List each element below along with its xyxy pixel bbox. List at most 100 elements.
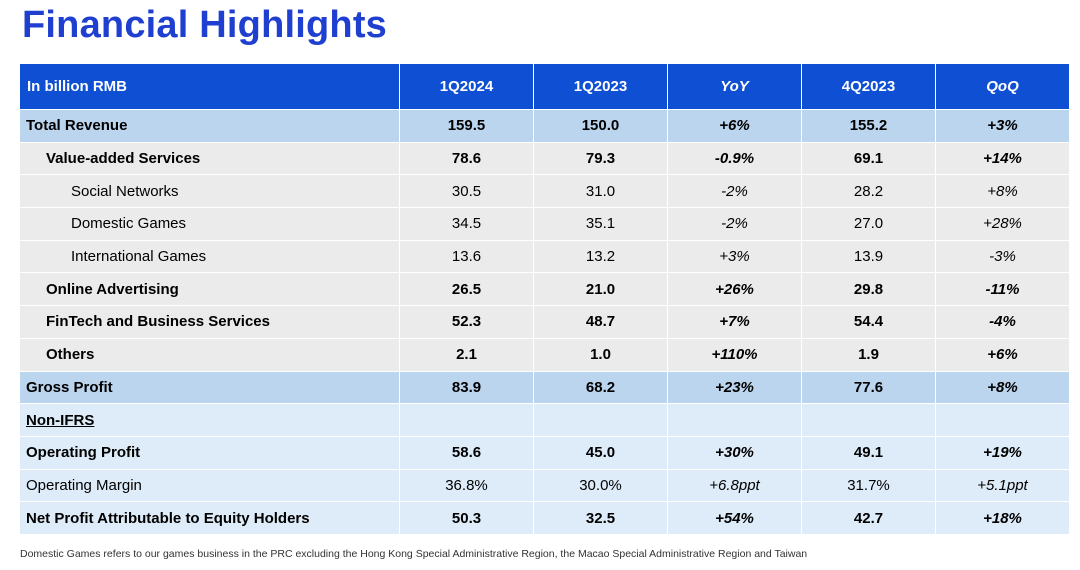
cell-1q2023: 45.0 (533, 435, 668, 470)
row-label: Value-added Services (19, 141, 400, 176)
row-label: FinTech and Business Services (19, 305, 400, 339)
cell-1q2023: 1.0 (533, 337, 668, 372)
cell-1q2024: 26.5 (399, 272, 534, 307)
row-gross-profit: Gross Profit 83.9 68.2 +23% 77.6 +8% (19, 370, 1070, 405)
cell-yoy: -0.9% (667, 141, 802, 176)
cell-qoq: +8% (935, 370, 1070, 405)
cell-1q2024: 30.5 (399, 174, 534, 209)
row-online-advertising: Online Advertising 26.5 21.0 +26% 29.8 -… (19, 272, 1070, 307)
header-unit: In billion RMB (19, 63, 400, 110)
row-non-ifrs: Non-IFRS (19, 403, 1070, 437)
cell-1q2023: 150.0 (533, 109, 668, 143)
cell-yoy: -2% (667, 207, 802, 241)
table-header-row: In billion RMB 1Q2024 1Q2023 YoY 4Q2023 … (19, 63, 1070, 110)
cell-1q2023: 13.2 (533, 239, 668, 274)
row-label: Net Profit Attributable to Equity Holder… (19, 501, 400, 535)
row-international-games: International Games 13.6 13.2 +3% 13.9 -… (19, 239, 1070, 274)
cell-1q2023: 68.2 (533, 370, 668, 405)
cell-1q2023: 79.3 (533, 141, 668, 176)
cell-yoy: +110% (667, 337, 802, 372)
cell-4q2023: 27.0 (801, 207, 936, 241)
cell-4q2023: 31.7% (801, 468, 936, 503)
row-label: Online Advertising (19, 272, 400, 307)
cell-1q2024: 50.3 (399, 501, 534, 535)
cell-yoy: +26% (667, 272, 802, 307)
cell-4q2023: 28.2 (801, 174, 936, 209)
cell-yoy: +6.8ppt (667, 468, 802, 503)
cell-1q2023: 35.1 (533, 207, 668, 241)
row-label: Non-IFRS (19, 403, 400, 437)
cell-1q2024: 52.3 (399, 305, 534, 339)
non-ifrs-label: Non-IFRS (26, 411, 95, 429)
row-domestic-games: Domestic Games 34.5 35.1 -2% 27.0 +28% (19, 207, 1070, 241)
cell-qoq (935, 403, 1070, 437)
cell-1q2024: 36.8% (399, 468, 534, 503)
footnote: Domestic Games refers to our games busin… (20, 548, 808, 560)
cell-4q2023: 42.7 (801, 501, 936, 535)
cell-4q2023: 69.1 (801, 141, 936, 176)
row-operating-margin: Operating Margin 36.8% 30.0% +6.8ppt 31.… (19, 468, 1070, 503)
row-others: Others 2.1 1.0 +110% 1.9 +6% (19, 337, 1070, 372)
cell-4q2023: 49.1 (801, 435, 936, 470)
cell-1q2024: 159.5 (399, 109, 534, 143)
cell-qoq: +8% (935, 174, 1070, 209)
cell-yoy: -2% (667, 174, 802, 209)
row-fintech-business-services: FinTech and Business Services 52.3 48.7 … (19, 305, 1070, 339)
cell-yoy: +30% (667, 435, 802, 470)
cell-qoq: +14% (935, 141, 1070, 176)
cell-qoq: +18% (935, 501, 1070, 535)
cell-4q2023: 1.9 (801, 337, 936, 372)
financial-table: In billion RMB 1Q2024 1Q2023 YoY 4Q2023 … (19, 63, 1070, 535)
cell-1q2023: 21.0 (533, 272, 668, 307)
row-label: Domestic Games (19, 207, 400, 241)
cell-yoy: +7% (667, 305, 802, 339)
cell-qoq: +28% (935, 207, 1070, 241)
cell-4q2023: 29.8 (801, 272, 936, 307)
row-total-revenue: Total Revenue 159.5 150.0 +6% 155.2 +3% (19, 109, 1070, 143)
cell-1q2024: 83.9 (399, 370, 534, 405)
page-title: Financial Highlights (22, 4, 388, 46)
cell-4q2023: 54.4 (801, 305, 936, 339)
cell-1q2024: 2.1 (399, 337, 534, 372)
row-label: Gross Profit (19, 370, 400, 405)
cell-1q2023: 48.7 (533, 305, 668, 339)
cell-yoy (667, 403, 802, 437)
cell-1q2023: 32.5 (533, 501, 668, 535)
cell-1q2023: 30.0% (533, 468, 668, 503)
cell-1q2023 (533, 403, 668, 437)
row-label: Social Networks (19, 174, 400, 209)
cell-yoy: +54% (667, 501, 802, 535)
header-yoy: YoY (667, 63, 802, 110)
cell-4q2023: 155.2 (801, 109, 936, 143)
cell-qoq: +3% (935, 109, 1070, 143)
cell-1q2024: 78.6 (399, 141, 534, 176)
cell-qoq: -4% (935, 305, 1070, 339)
cell-1q2024: 58.6 (399, 435, 534, 470)
header-1q2024: 1Q2024 (399, 63, 534, 110)
row-net-profit: Net Profit Attributable to Equity Holder… (19, 501, 1070, 535)
cell-1q2024: 34.5 (399, 207, 534, 241)
row-label: Total Revenue (19, 109, 400, 143)
row-label: Operating Margin (19, 468, 400, 503)
cell-qoq: +6% (935, 337, 1070, 372)
cell-qoq: +19% (935, 435, 1070, 470)
row-label: Others (19, 337, 400, 372)
cell-yoy: +3% (667, 239, 802, 274)
cell-qoq: -3% (935, 239, 1070, 274)
row-label: International Games (19, 239, 400, 274)
cell-yoy: +6% (667, 109, 802, 143)
row-label: Operating Profit (19, 435, 400, 470)
header-4q2023: 4Q2023 (801, 63, 936, 110)
cell-1q2023: 31.0 (533, 174, 668, 209)
cell-1q2024: 13.6 (399, 239, 534, 274)
header-qoq: QoQ (935, 63, 1070, 110)
row-social-networks: Social Networks 30.5 31.0 -2% 28.2 +8% (19, 174, 1070, 209)
row-value-added-services: Value-added Services 78.6 79.3 -0.9% 69.… (19, 141, 1070, 176)
cell-qoq: -11% (935, 272, 1070, 307)
cell-1q2024 (399, 403, 534, 437)
cell-yoy: +23% (667, 370, 802, 405)
cell-qoq: +5.1ppt (935, 468, 1070, 503)
header-1q2023: 1Q2023 (533, 63, 668, 110)
cell-4q2023 (801, 403, 936, 437)
row-operating-profit: Operating Profit 58.6 45.0 +30% 49.1 +19… (19, 435, 1070, 470)
